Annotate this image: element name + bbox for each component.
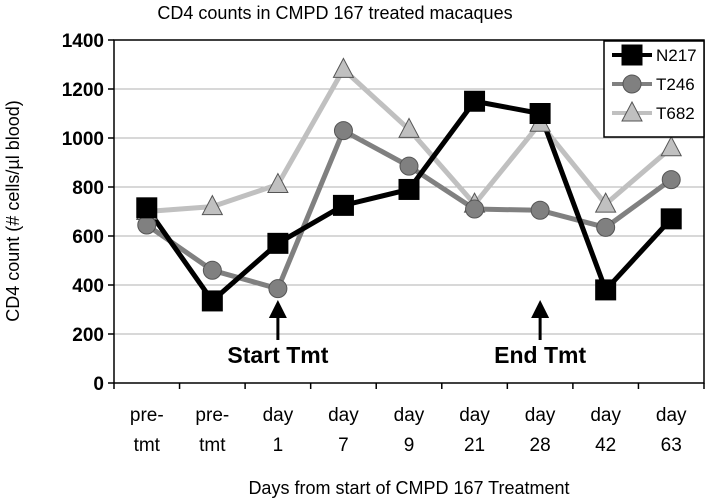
x-axis-label: Days from start of CMPD 167 Treatment: [248, 478, 569, 498]
y-tick-label: 1200: [62, 80, 104, 101]
data-point-circle: [661, 170, 681, 190]
x-tick-label: tmt: [134, 435, 161, 456]
series-line-t246: [145, 128, 673, 292]
y-tick-label: 800: [72, 178, 104, 199]
data-point-triangle: [621, 100, 643, 122]
x-tick-label: day: [525, 405, 556, 426]
data-point-triangle: [267, 172, 289, 194]
data-point-square: [621, 44, 643, 66]
data-point-triangle: [398, 117, 420, 138]
data-point-circle: [596, 217, 616, 237]
data-point-square: [267, 232, 289, 254]
x-tick-label: 42: [595, 435, 616, 456]
annotation-label: Start Tmt: [227, 342, 328, 368]
grid-lines: [114, 88, 704, 335]
x-tick-label: day: [263, 405, 294, 426]
legend-label: T682: [656, 104, 695, 123]
x-tick-label: 9: [404, 435, 415, 456]
data-point-circle: [333, 121, 353, 141]
x-tick-label: pre-: [130, 405, 164, 426]
y-tick-label: 1400: [62, 31, 104, 52]
plot-area: [113, 39, 705, 384]
annotations: Start Tmt End Tmt: [227, 300, 586, 368]
x-tick-label: tmt: [199, 435, 226, 456]
data-point-square: [660, 208, 682, 230]
data-point-square: [464, 90, 486, 112]
x-tick-label: day: [328, 405, 359, 426]
y-tick-label: 600: [72, 227, 104, 248]
data-point-square: [201, 290, 223, 312]
data-point-square: [332, 194, 354, 216]
data-point-triangle: [660, 135, 683, 157]
data-point-circle: [465, 199, 485, 219]
x-tick-label: 63: [661, 435, 682, 456]
x-tick-label: pre-: [195, 405, 229, 426]
y-axis-label: CD4 count (# cells/µl blood): [3, 100, 23, 321]
legend-label: T246: [656, 75, 695, 94]
data-point-circle: [622, 74, 642, 94]
x-tick-label: day: [590, 405, 621, 426]
data-point-triangle: [201, 194, 224, 216]
annotation-arrow-head: [268, 300, 287, 318]
data-point-circle: [268, 279, 288, 299]
data-point-triangle: [594, 192, 617, 213]
x-tick-label: day: [656, 405, 687, 426]
x-tick-label: 21: [464, 435, 485, 456]
x-tick-label: day: [394, 405, 425, 426]
data-point-square: [529, 103, 551, 124]
data-point-circle: [137, 215, 157, 235]
data-point-circle: [399, 156, 419, 176]
y-tick-label: 0: [93, 374, 104, 395]
legend: N217 T246 T682: [603, 40, 705, 138]
y-tick-label: 1000: [62, 129, 104, 150]
y-tick-label: 200: [72, 325, 104, 346]
data-point-circle: [530, 200, 550, 220]
x-tick-label: day: [459, 405, 490, 426]
data-point-triangle: [332, 57, 355, 78]
data-point-square: [595, 279, 617, 301]
x-tick-label: 28: [530, 435, 551, 456]
annotation-arrow-head: [531, 300, 550, 318]
chart-title: CD4 counts in CMPD 167 treated macaques: [157, 3, 512, 23]
annotation-label: End Tmt: [494, 342, 586, 368]
data-point-square: [136, 197, 158, 219]
x-axis: pre-tmt pre-tmt day 1 day 7 day 9 day 21 day 28 day 4…: [113, 383, 705, 456]
legend-label: N217: [656, 46, 697, 65]
series-group: [135, 57, 683, 312]
data-point-circle: [202, 260, 222, 280]
x-tick-label: 7: [338, 435, 349, 456]
y-tick-label: 400: [72, 276, 104, 297]
data-point-square: [398, 178, 420, 200]
y-axis: 0 200 400 600 800 1000 1200 1400: [62, 31, 114, 395]
x-tick-label: 1: [273, 435, 284, 456]
